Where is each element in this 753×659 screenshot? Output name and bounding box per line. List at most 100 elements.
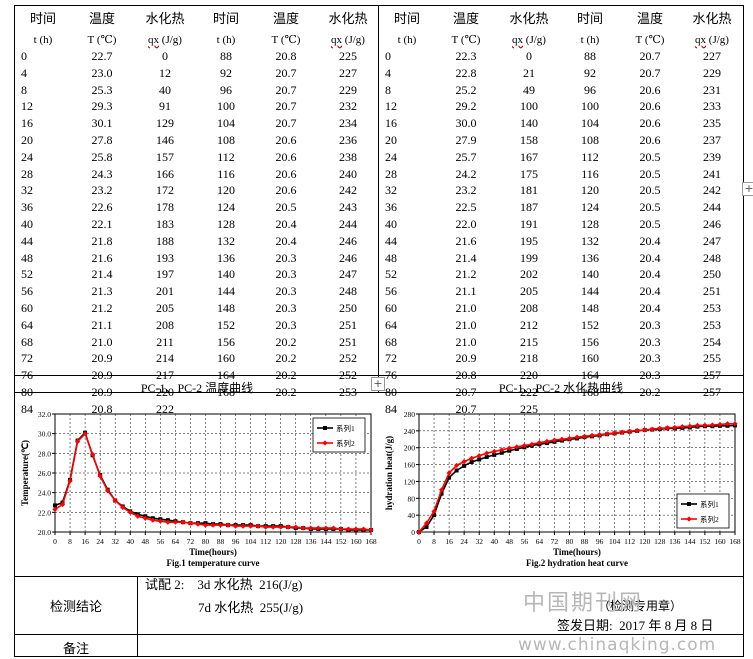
table-cell: 168 [581,384,599,399]
x-tick-label: 64 [172,537,180,546]
y-tick-label: 26.0 [38,469,51,478]
table-cell: 12 [21,99,33,114]
table-cell: 52 [21,267,33,282]
table-cell: 温度 [272,11,299,26]
table-cell: 108 [217,132,235,147]
table-row: 0 22.3 0 88 20.7 227 [379,48,743,65]
data-point [657,425,663,431]
table-cell: 178 [156,200,174,215]
table-cell: 124 [217,200,235,215]
x-axis-label: Time(hours) [189,547,237,557]
table-cell: 27.9 [455,132,477,147]
table-cell: 24.2 [455,166,477,181]
table-cell: 112 [217,149,235,164]
data-point [717,421,723,428]
y-tick-label: 20.0 [38,528,51,537]
table-row: 28 24.2 175 116 20.5 241 [379,166,743,183]
table-cell: 20.4 [639,267,661,282]
table-cell: 22.7 [91,49,113,63]
x-tick-label: 16 [445,537,453,546]
table-cell: 148 [581,300,599,315]
table-cell: 21.0 [455,300,477,315]
conclusion-line-7d: 7d 水化热 255(J/g) [198,600,304,615]
table-cell: 20.9 [455,351,477,366]
table-cell: 108 [581,132,599,147]
table-cell: 时间 [29,11,56,26]
qx-unit: qx [148,34,160,46]
table-cell: 21.6 [91,250,113,265]
table-cell: 240 [339,166,357,181]
table-cell: 246 [339,250,357,265]
legend-label: 系列1 [336,423,355,433]
x-tick-label: 104 [609,537,621,546]
table-cell: 20.9 [91,384,113,399]
table-cell: 214 [156,351,174,366]
table-cell: 84 [21,401,33,416]
table-cell: 水化热 [509,11,549,26]
table-cell: 20.4 [639,250,661,265]
table-cell: 21.0 [455,317,477,332]
table-cell: qx (J/g) [695,34,729,46]
report-sheet: 时间 温度 水化热 时间 温度 水化热 t (h) T (℃) qx (J/g) t (h) T (… [14,5,744,657]
table-cell: 20.6 [639,99,661,114]
x-tick-label: 0 [417,537,421,546]
table-row: 52 21.4 197 140 20.3 247 [15,266,379,283]
table-cell: 20.2 [275,351,297,366]
table-cell: 248 [703,250,721,265]
table-cell: 195 [520,233,538,248]
table-row: 4 23.0 12 92 20.7 227 [15,65,379,82]
table-row: 44 21.8 188 132 20.4 246 [15,233,379,250]
table-cell: 21.6 [455,233,477,248]
table-cell: 22.5 [455,200,477,215]
table-cell: 44 [385,233,397,248]
table-cell: 21.0 [455,334,477,349]
x-tick-label: 40 [490,537,498,546]
table-divider [378,6,379,392]
table-row: 64 21.0 212 152 20.3 253 [379,317,743,334]
table-cell: 24 [385,149,397,164]
table-cell: 28 [21,166,33,181]
x-tick-label: 152 [335,537,347,546]
right-unit-row: t (h) T (℃) qx (J/g) t (h) T (℃) qx (J/g) [379,32,743,48]
table-cell: 20.7 [275,65,297,80]
table-cell: 199 [520,250,538,265]
chart-title: Fig.2 hydration heat curve [526,558,628,568]
table-cell: 32 [385,183,397,198]
table-row: 40 22.0 191 128 20.5 246 [379,216,743,233]
x-tick-label: 48 [506,537,514,546]
hydration-chart: 0 8 16 24 32 40 48 56 64 72 80 88 96 104 112 120 128 136 1… [379,398,743,576]
add-column-handle[interactable]: + [742,182,753,196]
x-tick-label: 80 [566,537,574,546]
data-point [462,463,467,468]
table-cell: 167 [520,149,538,164]
data-point [454,468,459,473]
table-cell: 28 [385,166,397,181]
table-cell: 239 [703,149,721,164]
data-point [664,425,670,431]
x-tick-label: 168 [365,537,377,546]
table-cell: 72 [21,351,33,366]
table-cell: 25.8 [91,149,113,164]
temperature-chart: 0 8 16 24 32 40 48 56 64 72 80 88 96 104 112 120 128 136 1… [15,398,379,576]
add-row-handle[interactable]: + [371,377,385,391]
data-point [53,503,57,508]
table-cell: 20 [385,132,397,147]
data-point [323,525,329,531]
table-row: 48 21.6 193 136 20.3 246 [15,250,379,267]
table-cell: T (℃) [635,34,665,46]
x-tick-label: 112 [260,537,271,546]
table-row: 60 21.2 205 148 20.3 250 [15,300,379,317]
table-cell: 68 [21,334,33,349]
table-cell: 88 [220,49,232,63]
table-cell: t (h) [580,34,600,46]
qx-unit: qx [512,34,524,46]
table-cell: 225 [520,401,538,416]
x-tick-label: 40 [126,537,134,546]
caption-hydration: PC-1、PC-2 水化热曲线 [498,381,624,395]
table-cell: 188 [156,233,174,248]
table-cell: 23.0 [91,65,113,80]
legend-marker [686,516,692,522]
table-row: 84 20.7 225 [379,401,743,418]
data-point [574,434,580,440]
table-row: 36 22.5 187 124 20.5 244 [379,199,743,216]
